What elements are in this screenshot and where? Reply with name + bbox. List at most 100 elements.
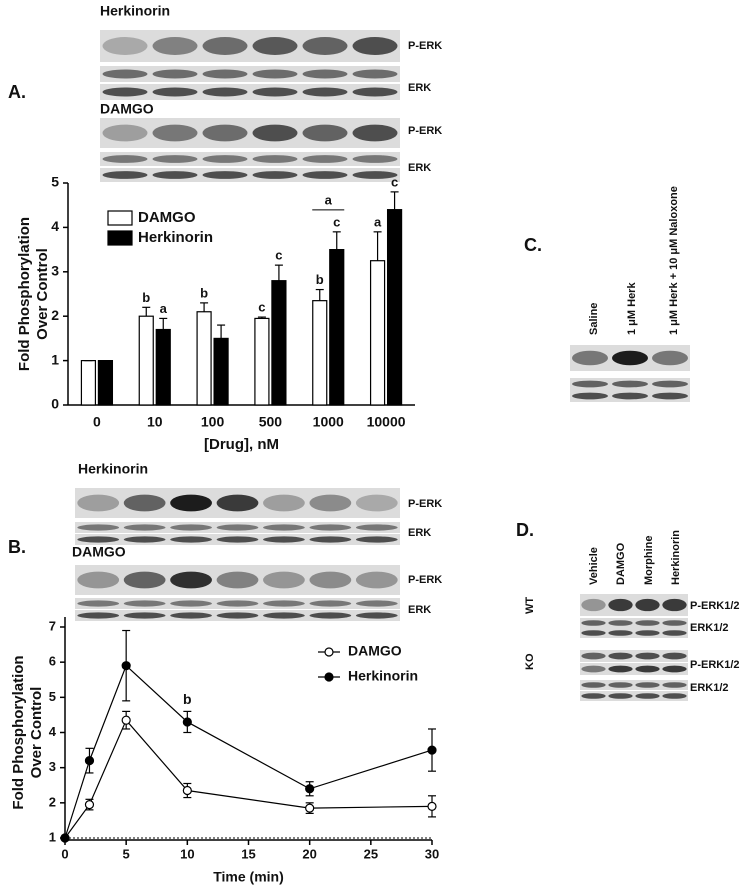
lane-label: 1 μM Herk <box>626 282 638 335</box>
x-tick-label: 20 <box>302 846 316 861</box>
lane-label: Morphine <box>643 536 655 586</box>
x-tick-label: 25 <box>364 846 378 861</box>
blot-strip <box>580 691 688 701</box>
legend-label: Herkinorin <box>348 668 418 684</box>
panel-label: C. <box>524 235 542 255</box>
y-tick-label: 1 <box>49 829 56 844</box>
group-label: WT <box>524 597 536 614</box>
blot-band <box>352 124 398 142</box>
blot-band <box>102 124 148 142</box>
blot-row-label: P-ERK <box>408 574 442 586</box>
blot-band <box>612 392 648 400</box>
y-tick-label: 4 <box>49 724 57 739</box>
blot-band <box>581 682 606 688</box>
blot-band <box>263 494 305 512</box>
blot-band <box>355 571 398 589</box>
blot-band <box>123 536 166 543</box>
blot-band <box>652 380 688 388</box>
blot-band <box>355 524 398 531</box>
blot-band <box>170 524 212 531</box>
blot-band <box>102 87 148 97</box>
x-tick-label: 30 <box>425 846 439 861</box>
legend-label: DAMGO <box>138 209 196 226</box>
significance-label: a <box>160 301 168 316</box>
point <box>427 801 437 811</box>
y-tick-label: 3 <box>51 263 59 279</box>
y-tick-label: 5 <box>49 689 56 704</box>
significance-label: c <box>275 248 282 263</box>
panel-label: B. <box>8 537 26 557</box>
legend-swatch <box>107 230 133 246</box>
blot-band <box>309 600 352 607</box>
blot-band <box>170 571 212 589</box>
blot-band <box>652 392 688 400</box>
bar <box>271 280 287 406</box>
blot-band <box>216 571 259 589</box>
point <box>60 833 70 843</box>
point <box>84 799 95 810</box>
lane-label: Herkinorin <box>670 530 682 585</box>
blot-band <box>309 536 352 543</box>
blot-band <box>352 155 398 163</box>
legend-marker <box>324 672 334 682</box>
blot-strip <box>580 628 688 638</box>
blot-band <box>581 598 606 612</box>
blot-band <box>123 494 166 512</box>
blot-band <box>252 37 298 55</box>
blot-band <box>170 612 212 619</box>
y-tick-label: 6 <box>49 654 56 669</box>
bar <box>369 260 386 406</box>
blot-band <box>352 37 398 55</box>
y-axis-label-line: Fold Phosphorylation <box>10 655 27 809</box>
blot-strip <box>580 663 688 675</box>
blot-band <box>309 612 352 619</box>
blot-band <box>608 630 633 636</box>
x-tick-label: 15 <box>241 846 255 861</box>
blot-title: DAMGO <box>100 101 154 117</box>
point <box>182 717 192 727</box>
group-label: KO <box>524 653 536 670</box>
blot-band <box>608 665 633 673</box>
y-tick-label: 2 <box>49 794 56 809</box>
legend-label: DAMGO <box>348 643 402 659</box>
point <box>182 785 192 796</box>
blot-band <box>355 536 398 543</box>
blot-row-label: P-ERK1/2 <box>690 600 740 612</box>
bar <box>155 328 171 406</box>
blot-band <box>608 598 633 612</box>
bar <box>329 249 345 406</box>
blot-row-label: ERK1/2 <box>690 622 729 634</box>
blot-band <box>662 598 687 612</box>
x-tick-label: 10 <box>147 414 163 430</box>
bar <box>97 360 114 406</box>
y-tick-label: 7 <box>49 618 56 633</box>
x-tick-label: 10 <box>180 846 194 861</box>
blot-band <box>352 87 398 97</box>
legend-label: Herkinorin <box>138 229 213 246</box>
blot-band <box>202 37 248 55</box>
point <box>305 784 315 794</box>
blot-band <box>635 665 660 673</box>
blot-band <box>263 612 305 619</box>
x-tick-label: 100 <box>201 414 225 430</box>
blot-band <box>252 69 298 79</box>
blot-band <box>608 652 633 660</box>
blot-band <box>123 524 166 531</box>
blot-row-label: P-ERK <box>408 498 442 510</box>
blot-title: DAMGO <box>72 544 126 560</box>
blot-band <box>170 536 212 543</box>
blot-band <box>612 380 648 388</box>
blot-row-label: P-ERK <box>408 125 442 137</box>
x-tick-label: 500 <box>259 414 283 430</box>
blot-band <box>608 682 633 688</box>
blot-band <box>263 600 305 607</box>
y-tick-label: 1 <box>51 351 59 367</box>
blot-band <box>309 524 352 531</box>
blot-band <box>263 571 305 589</box>
blot-band <box>152 155 198 163</box>
y-tick-label: 0 <box>51 396 59 412</box>
blot-band <box>252 87 298 97</box>
blot-band <box>652 350 688 366</box>
blot-band <box>102 171 148 179</box>
